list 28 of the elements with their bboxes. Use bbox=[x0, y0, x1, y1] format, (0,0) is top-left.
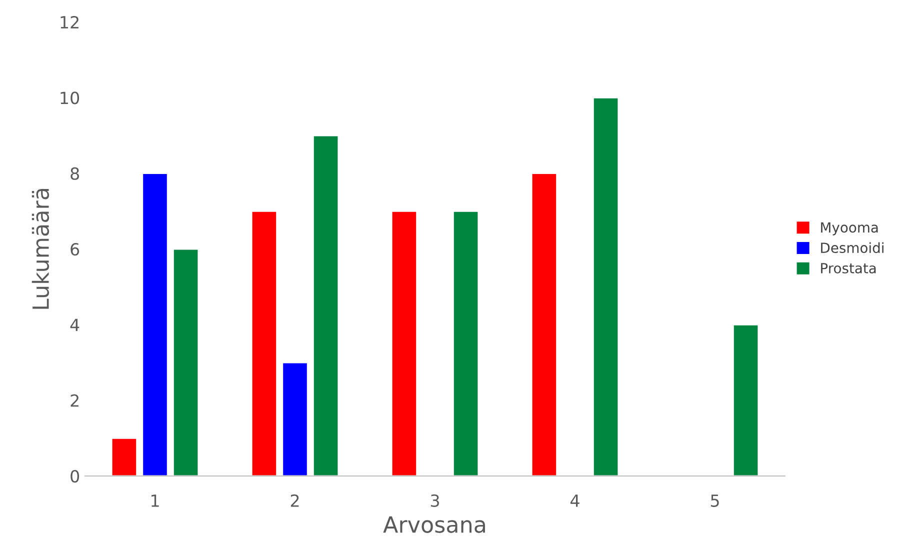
y-axis-title: Lukumäärä bbox=[32, 189, 50, 309]
bar bbox=[530, 172, 558, 476]
bar bbox=[282, 362, 308, 476]
y-tick-label: 4 bbox=[70, 318, 80, 331]
legend-label: Desmoidi bbox=[821, 242, 884, 254]
y-tick-label: 8 bbox=[70, 167, 79, 180]
bar bbox=[312, 134, 340, 476]
x-axis-title: Arvosana bbox=[383, 516, 485, 533]
bar bbox=[390, 210, 418, 476]
x-tick-label: 1 bbox=[152, 494, 159, 507]
bar bbox=[142, 172, 168, 476]
x-tick-label: 4 bbox=[570, 494, 580, 507]
x-tick-label: 2 bbox=[290, 494, 299, 507]
bar bbox=[452, 210, 480, 476]
x-tick-label: 3 bbox=[430, 494, 439, 507]
legend-label: Myooma bbox=[821, 222, 878, 236]
bar bbox=[732, 324, 760, 476]
bar bbox=[250, 210, 278, 476]
y-tick-label: 0 bbox=[70, 470, 80, 483]
y-tick-label: 2 bbox=[70, 394, 78, 407]
legend-label: Prostata bbox=[821, 263, 876, 274]
x-tick-label: 5 bbox=[710, 494, 719, 507]
bar bbox=[592, 96, 620, 476]
y-tick-label: 10 bbox=[60, 92, 80, 104]
y-tick-label: 6 bbox=[70, 242, 80, 256]
y-tick-label: 12 bbox=[60, 16, 78, 28]
bar bbox=[110, 437, 138, 476]
bar bbox=[172, 248, 200, 476]
